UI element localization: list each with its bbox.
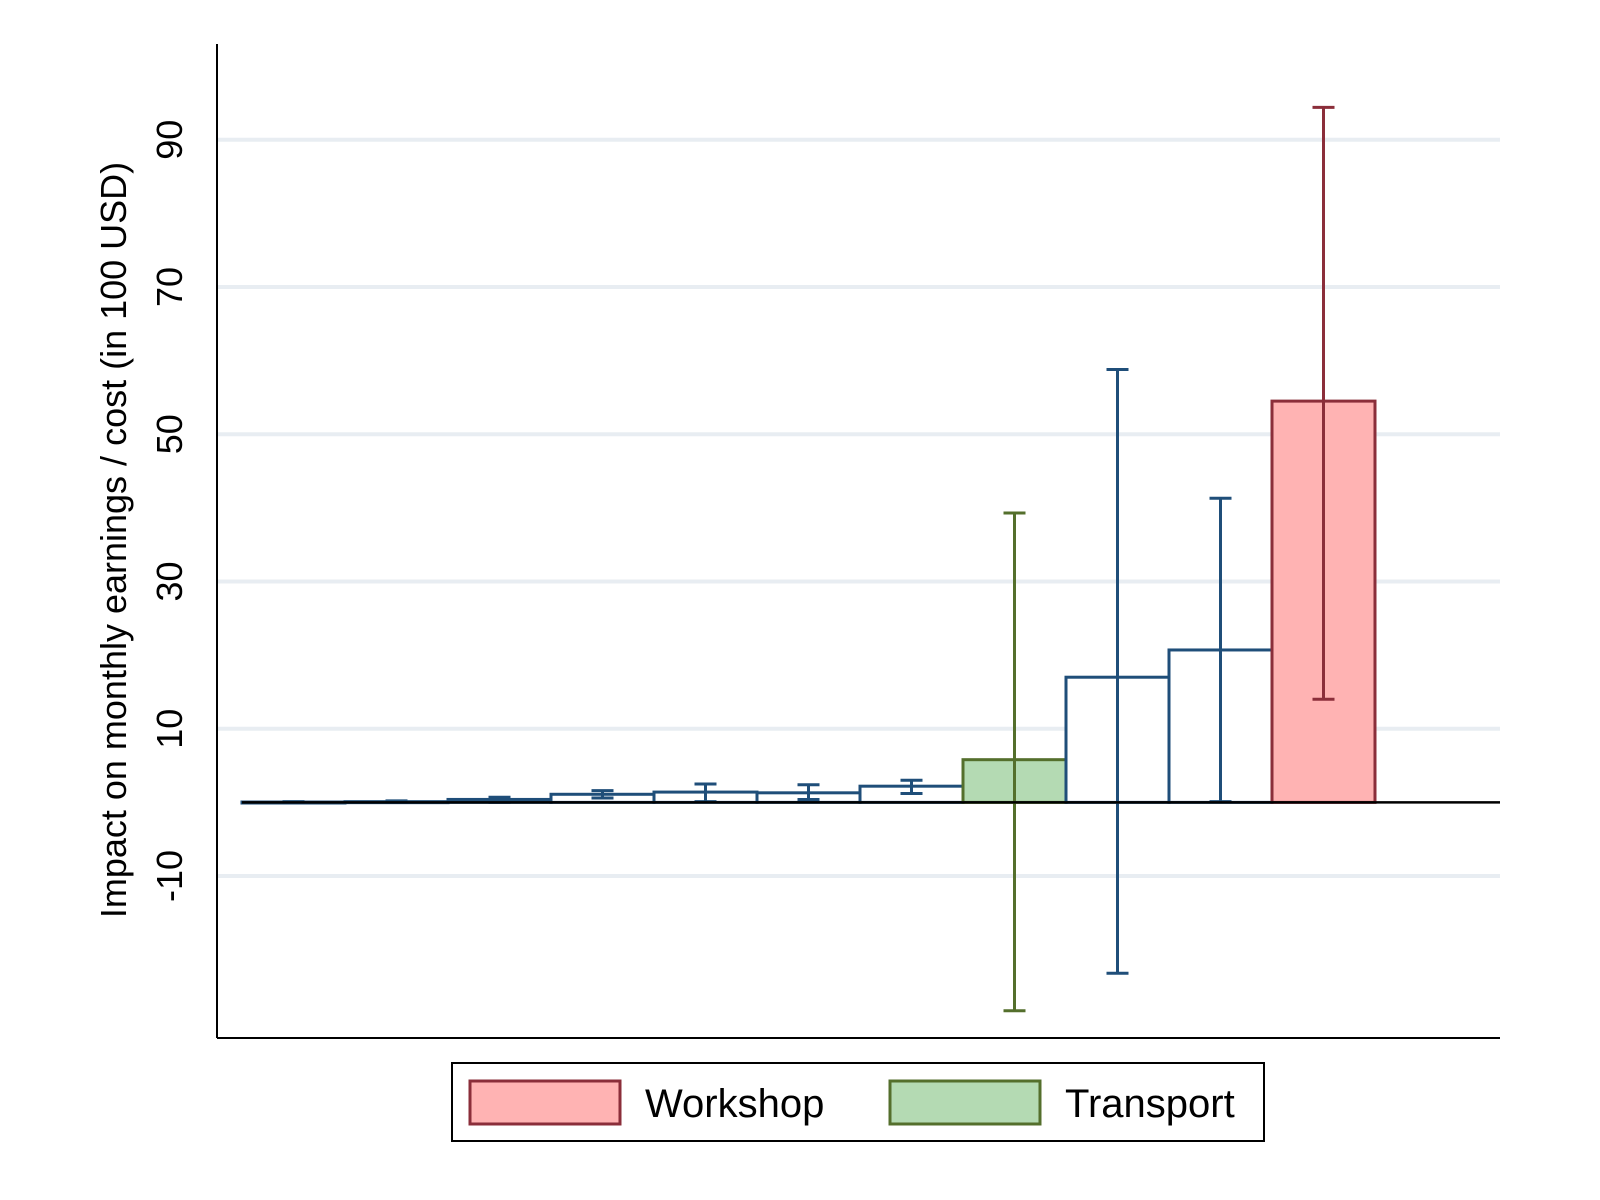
error-bar xyxy=(1003,511,1026,1013)
legend-label: Transport xyxy=(1065,1082,1235,1126)
y-tick-label: 30 xyxy=(149,561,190,601)
error-bar xyxy=(1106,367,1129,975)
gridlines xyxy=(217,137,1500,879)
legend-swatch xyxy=(468,1079,622,1126)
legend-swatch xyxy=(888,1079,1042,1126)
y-tick-label: 70 xyxy=(149,267,190,307)
error-bar xyxy=(1312,105,1335,701)
bars xyxy=(240,399,1377,805)
y-tick-label: -10 xyxy=(149,850,190,902)
y-tick-label: 90 xyxy=(149,120,190,160)
y-tick-label: 10 xyxy=(149,709,190,749)
error-bar xyxy=(797,783,820,801)
y-axis-title: Impact on monthly earnings / cost (in 10… xyxy=(93,162,134,918)
axes xyxy=(216,44,1500,1039)
error-bar xyxy=(591,789,614,800)
y-tick-label: 50 xyxy=(149,414,190,454)
legend-label: Workshop xyxy=(645,1082,824,1126)
y-tick-labels: -10 10 30 50 70 90 xyxy=(149,120,190,902)
error-bar xyxy=(900,778,923,796)
legend: Workshop Transport xyxy=(451,1062,1265,1142)
